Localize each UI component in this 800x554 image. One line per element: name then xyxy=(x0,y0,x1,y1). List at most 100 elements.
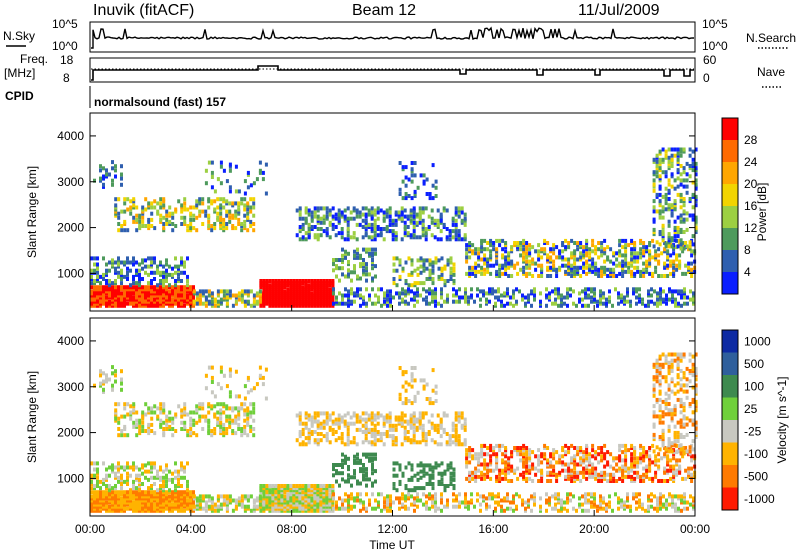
power-cell-1296 xyxy=(186,274,189,279)
velocity-cell-52 xyxy=(105,500,108,505)
power-cell-1685 xyxy=(367,235,371,240)
power-cell-815 xyxy=(389,289,392,294)
power-cell-1628 xyxy=(337,231,341,236)
power-cell-2495 xyxy=(437,274,441,279)
velocity-cell-1784 xyxy=(412,434,416,439)
power-cell-1221 xyxy=(138,272,141,277)
velocity-cell-1434 xyxy=(198,406,202,411)
power-cell-29 xyxy=(99,303,102,308)
power-cell-1089 xyxy=(659,297,662,302)
velocity-cell-1304 xyxy=(114,402,118,407)
power-cell-326 xyxy=(192,297,195,302)
power-cell-840 xyxy=(416,299,419,304)
power-cell-140 xyxy=(132,285,135,290)
velocity-cell-761 xyxy=(344,492,347,497)
velocity-cell-444 xyxy=(283,484,287,488)
power-cell-1309 xyxy=(117,197,121,202)
power-cell-1883 xyxy=(463,233,467,238)
velocity-cell-1875 xyxy=(457,411,461,416)
velocity-cell-1805 xyxy=(421,434,425,439)
velocity-cell-159 xyxy=(138,492,141,497)
power-cell-470 xyxy=(292,303,296,308)
power-cell-2057 xyxy=(531,257,535,262)
power-cell-1936 xyxy=(483,247,487,252)
power-cell-1122 xyxy=(683,289,686,294)
power-cell-1871 xyxy=(457,229,461,234)
velocity-cell-1471 xyxy=(219,416,223,421)
power-cell-1035 xyxy=(605,297,608,302)
power-cell-770 xyxy=(350,299,353,304)
velocity-cell-1669 xyxy=(358,415,362,420)
velocity-cell-388 xyxy=(271,494,275,499)
velocity-cell-1294 xyxy=(186,488,189,493)
velocity-cell-1832 xyxy=(436,423,440,428)
power-cell-1835 xyxy=(439,229,443,234)
velocity-cell-725 xyxy=(243,494,247,499)
power-cell-544 xyxy=(307,283,311,288)
power-cell-386 xyxy=(271,293,275,298)
velocity-cell-1126 xyxy=(689,502,692,507)
power-cell-1880 xyxy=(460,206,464,211)
velocity-cell-1605 xyxy=(322,419,326,424)
power-cell-2690 xyxy=(655,159,659,164)
velocity-cell-132 xyxy=(132,508,135,513)
power-cell-602 xyxy=(322,293,326,298)
velocity-cell-1391 xyxy=(168,416,172,421)
velocity-cell-425 xyxy=(280,498,284,503)
power-cell-581 xyxy=(316,283,320,288)
power-cell-2509 xyxy=(446,262,450,267)
power-cell-2177 xyxy=(582,245,586,250)
power-cell-125 xyxy=(129,297,132,302)
velocity-cell-829 xyxy=(404,494,407,499)
velocity-cell-1933 xyxy=(483,466,487,471)
velocity-cell-1115 xyxy=(680,508,683,513)
power-cell-401 xyxy=(274,289,278,294)
velocity-cell-778 xyxy=(356,492,359,497)
power-cell-804 xyxy=(383,293,386,298)
velocity-cell-1368 xyxy=(156,414,160,419)
power-cell-279 xyxy=(177,297,180,302)
power-cell-1846 xyxy=(445,235,449,240)
velocity-cell-784 xyxy=(362,502,365,507)
power-cell-1908 xyxy=(471,249,475,254)
power-cell-2356 xyxy=(657,259,661,264)
velocity-cell-830 xyxy=(407,506,410,511)
power-cell-2338 xyxy=(648,257,652,262)
power-cell-268 xyxy=(174,299,177,304)
power-cell-2545 xyxy=(347,274,350,279)
power-cell-1602 xyxy=(322,229,326,234)
power-cell-1462 xyxy=(216,211,220,216)
power-cell-1151 xyxy=(96,264,99,269)
power-cell-622 xyxy=(325,279,329,283)
velocity-cell-1540 xyxy=(252,410,256,415)
power-cell-1436 xyxy=(198,197,202,202)
power-cell-768 xyxy=(347,289,350,294)
power-cell-1360 xyxy=(150,217,154,222)
power-cell-1326 xyxy=(132,219,136,224)
velocity-cell-1404 xyxy=(180,410,184,415)
velocity-cell-1307 xyxy=(117,420,121,425)
velocity-cell-1542 xyxy=(252,402,256,407)
power-cell-1070 xyxy=(641,297,644,302)
power-cell-517 xyxy=(301,287,305,292)
power-cell-2482 xyxy=(428,270,432,275)
velocity-cell-1503 xyxy=(234,418,238,423)
power-cell-741 xyxy=(255,291,259,296)
power-cell-1586 xyxy=(313,206,317,211)
power-cell-2868 xyxy=(691,217,695,222)
power-cell-2223 xyxy=(600,245,604,250)
velocity-cell-555 xyxy=(310,488,314,493)
velocity-cell-1387 xyxy=(165,414,169,419)
velocity-cell-622 xyxy=(325,484,329,488)
power-cell-1052 xyxy=(626,293,629,298)
power-cell-1551 xyxy=(298,208,302,213)
power-cell-2761 xyxy=(667,159,671,164)
power-cell-495 xyxy=(295,279,299,283)
velocity-cell-1419 xyxy=(189,422,193,427)
power-cell-2033 xyxy=(522,238,526,243)
power-cell-2706 xyxy=(658,176,662,181)
power-cell-558 xyxy=(313,303,317,308)
power-cell-1856 xyxy=(451,218,455,223)
velocity-cell-1019 xyxy=(593,502,596,507)
power-cell-868 xyxy=(440,287,443,292)
